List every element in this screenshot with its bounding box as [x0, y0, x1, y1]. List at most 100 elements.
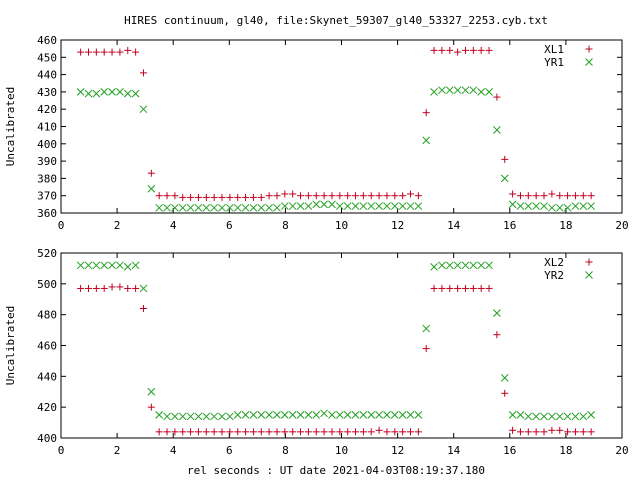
x-tick-label: 20	[615, 444, 628, 457]
data-point-xl2	[312, 428, 320, 436]
data-point-xl2	[548, 426, 556, 434]
data-point-yr1	[430, 88, 438, 96]
data-point-yr1	[398, 202, 407, 210]
data-point-xl1	[100, 48, 108, 56]
data-point-xl2	[194, 428, 202, 436]
data-point-yr2	[335, 411, 344, 419]
y-tick-label: 430	[37, 86, 57, 99]
data-point-xl1	[493, 93, 501, 101]
data-point-xl2	[328, 428, 336, 436]
legend-marker-yr1	[585, 58, 593, 66]
data-point-xl2	[352, 428, 360, 436]
data-point-xl2	[210, 428, 218, 436]
data-point-xl1	[139, 69, 147, 77]
data-point-yr2	[265, 411, 273, 419]
x-tick-label: 14	[447, 444, 461, 457]
y-tick-label: 500	[37, 278, 57, 291]
data-point-xl2	[540, 428, 548, 436]
data-point-yr2	[571, 412, 580, 421]
data-point-xl2	[375, 426, 383, 434]
data-point-xl1	[454, 48, 462, 56]
data-point-yr2	[92, 261, 101, 270]
data-point-yr1	[312, 200, 321, 209]
y-tick-label: 390	[37, 155, 57, 168]
data-point-yr1	[123, 89, 132, 98]
data-point-xl1	[367, 192, 375, 200]
data-point-yr2	[461, 261, 470, 270]
data-point-xl1	[438, 46, 446, 54]
data-point-xl1	[265, 192, 273, 200]
data-point-xl1	[571, 192, 579, 200]
x-tick-label: 8	[282, 219, 289, 232]
data-point-xl2	[461, 284, 469, 292]
data-point-yr1	[328, 200, 336, 209]
data-point-yr1	[414, 202, 423, 210]
data-point-xl1	[179, 193, 187, 201]
data-point-yr1	[461, 86, 470, 95]
data-point-yr2	[100, 261, 109, 270]
data-point-xl1	[540, 192, 548, 200]
data-point-xl1	[187, 193, 195, 201]
data-point-xl1	[77, 48, 85, 56]
data-point-yr1	[296, 202, 305, 210]
data-point-xl2	[226, 428, 234, 436]
data-point-xl2	[281, 428, 289, 436]
data-point-yr2	[108, 261, 116, 270]
y-tick-label: 440	[37, 69, 57, 82]
legend-label-xl2: XL2	[544, 256, 564, 269]
data-point-yr2	[587, 411, 595, 419]
data-point-xl2	[399, 428, 407, 436]
data-point-xl1	[430, 46, 438, 54]
data-point-xl2	[556, 426, 564, 434]
data-point-yr1	[100, 88, 109, 96]
data-point-xl1	[124, 46, 132, 54]
x-tick-label: 0	[58, 219, 65, 232]
data-point-yr2	[76, 261, 85, 270]
data-point-xl1	[516, 192, 524, 200]
plot-frame-2	[60, 252, 623, 439]
data-point-xl2	[414, 428, 422, 436]
data-point-yr1	[438, 86, 446, 95]
data-point-yr2	[84, 261, 93, 270]
data-point-yr1	[139, 105, 148, 114]
data-point-xl2	[273, 428, 281, 436]
data-point-xl1	[202, 193, 210, 201]
data-point-yr2	[139, 284, 148, 293]
legend-marker-xl2	[585, 258, 593, 266]
data-point-xl1	[226, 193, 234, 201]
y-tick-label: 460	[37, 340, 57, 353]
data-point-xl2	[92, 284, 100, 292]
data-point-yr1	[343, 202, 352, 210]
data-point-xl1	[304, 192, 312, 200]
x-tick-label: 0	[58, 444, 65, 457]
data-point-yr1	[508, 200, 517, 209]
data-point-yr2	[375, 411, 383, 419]
data-point-xl2	[509, 426, 517, 434]
data-point-xl2	[187, 428, 195, 436]
data-point-yr1	[351, 202, 360, 210]
data-point-yr1	[359, 202, 368, 210]
data-point-yr2	[186, 412, 195, 421]
data-point-yr1	[273, 203, 281, 212]
data-point-xl1	[242, 193, 250, 201]
data-point-yr1	[516, 202, 525, 210]
data-point-xl1	[312, 192, 320, 200]
data-point-yr2	[257, 411, 266, 419]
data-point-yr2	[430, 263, 438, 271]
data-point-yr1	[288, 202, 297, 210]
data-point-yr2	[296, 411, 305, 419]
data-point-xl2	[516, 428, 524, 436]
data-point-xl1	[477, 46, 485, 54]
x-tick-label: 12	[391, 219, 404, 232]
data-point-xl2	[344, 428, 352, 436]
data-point-yr2	[210, 412, 219, 421]
data-point-yr2	[171, 412, 179, 421]
data-point-yr1	[469, 86, 478, 95]
x-axis-label: rel seconds : UT date 2021-04-03T08:19:3…	[187, 464, 485, 477]
data-point-xl1	[273, 192, 281, 200]
data-point-yr2	[414, 411, 423, 419]
data-point-yr2	[359, 411, 368, 419]
data-point-yr1	[493, 126, 501, 134]
data-point-yr1	[335, 202, 344, 210]
data-point-xl1	[218, 193, 226, 201]
